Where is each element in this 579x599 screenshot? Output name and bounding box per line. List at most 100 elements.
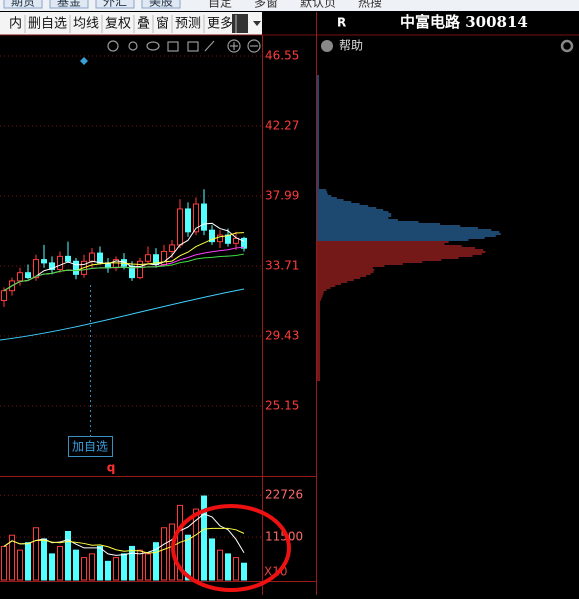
volume-bar: [153, 542, 159, 581]
tab-label[interactable]: 外汇: [103, 0, 127, 9]
volume-bar: [201, 495, 207, 581]
volume-bar: [233, 557, 239, 581]
candle-body: [33, 259, 39, 279]
stock-title: 中富电路 300814: [400, 13, 528, 31]
volume-bar: [137, 549, 143, 581]
tab-button[interactable]: [3, 0, 43, 9]
y-tick-label: 22726: [265, 488, 303, 502]
candle-body: [169, 244, 175, 252]
toolbar-item[interactable]: 均线: [73, 17, 99, 32]
candle-body: [25, 272, 31, 279]
volume-bar: [209, 538, 215, 581]
candle-body: [201, 203, 207, 231]
candle-body: [129, 265, 135, 279]
candle-body: [177, 208, 183, 246]
volume-bar: [121, 553, 127, 581]
menu-item[interactable]: 多窗: [254, 0, 278, 10]
tab-button[interactable]: [141, 0, 181, 9]
settings-icon[interactable]: [560, 39, 574, 53]
volume-bar: [25, 542, 31, 581]
volume-bar: [65, 530, 71, 581]
volume-bar: [97, 545, 103, 581]
menu-item[interactable]: 热搜: [358, 0, 382, 10]
chip-distribution: [317, 75, 501, 381]
menu-item[interactable]: 自定: [208, 0, 232, 10]
y-tick-label: 29.43: [265, 329, 299, 343]
expand-button[interactable]: [232, 14, 248, 33]
tab-label[interactable]: 期货: [11, 0, 35, 9]
y-tick-label: 46.55: [265, 49, 299, 63]
candle-body: [185, 208, 191, 233]
marker-label: q: [107, 461, 116, 475]
y-tick-label: 11500: [265, 530, 303, 544]
candle-body: [145, 254, 151, 262]
tab-label[interactable]: 美股: [149, 0, 173, 9]
candle-body: [41, 259, 47, 264]
toolbar-item[interactable]: 复权: [105, 16, 131, 32]
volume-bar: [73, 549, 79, 581]
candle-body: [49, 262, 55, 270]
help-icon[interactable]: [321, 40, 333, 52]
candle-body: [217, 234, 223, 243]
volume-bar: [161, 527, 167, 581]
volume-bar: [185, 534, 191, 581]
volume-ma: [3, 513, 245, 556]
volume-bar: [113, 557, 119, 581]
candle-body: [73, 260, 79, 275]
chart-icons[interactable]: [107, 39, 261, 53]
market-flag: R: [337, 16, 346, 30]
volume-ma: [3, 527, 245, 554]
candle-body: [241, 237, 247, 249]
volume-bar: [1, 545, 7, 581]
annotation-circle: [171, 504, 291, 592]
volume-bar: [9, 534, 15, 581]
candle-body: [97, 252, 103, 264]
volume-bar: [41, 538, 47, 581]
volume-bar: [129, 545, 135, 581]
y-tick-label: 25.15: [265, 398, 299, 412]
tag-label[interactable]: 加自选: [72, 440, 108, 454]
volume-bar: [145, 553, 151, 581]
ma-line: [0, 288, 245, 341]
toolbar-item[interactable]: 更多: [207, 16, 233, 32]
dropdown-arrow[interactable]: [253, 21, 261, 26]
candle-body: [233, 237, 239, 244]
plots: 46.55 42.27 37.99 33.71 29.43 25.15 22726 11500: [0, 49, 303, 581]
volume-bar: [81, 557, 87, 581]
volume-bar: [33, 527, 39, 581]
toolbar-item[interactable]: 预测: [175, 17, 201, 32]
volume-bar: [225, 553, 231, 581]
candle-body: [89, 252, 95, 262]
top-strip: [0, 0, 579, 11]
volume-bar: [17, 549, 23, 581]
help-label[interactable]: 帮助: [339, 39, 363, 53]
candle-body: [1, 290, 7, 302]
volume-bar: [241, 562, 247, 581]
tab-button[interactable]: [95, 0, 135, 9]
candle-body: [137, 260, 143, 279]
y-tick-label: 33.71: [265, 259, 299, 273]
tab-button[interactable]: [49, 0, 89, 9]
toolbar-item[interactable]: 内: [9, 16, 22, 32]
candle-body: [57, 255, 63, 270]
tab-label[interactable]: 基金: [57, 0, 81, 9]
event-marker: [80, 57, 88, 65]
volume-bar: [57, 545, 63, 581]
candle-body: [193, 203, 199, 233]
toolbar-item[interactable]: 窗: [156, 16, 169, 32]
candle-body: [17, 272, 23, 282]
y-tick-label: 42.27: [265, 119, 299, 133]
ma-line: [3, 253, 245, 292]
menu-item[interactable]: 默认页: [300, 0, 336, 10]
toolbar-item[interactable]: 删自选: [28, 17, 67, 32]
volume-bar: [49, 553, 55, 581]
volume-bar: [105, 560, 111, 581]
ma-line: [3, 222, 245, 292]
y-tick-label: 37.99: [265, 189, 299, 203]
toolbar-item[interactable]: 叠: [137, 17, 150, 32]
tag-box[interactable]: [68, 436, 113, 457]
candle-body: [65, 255, 71, 262]
